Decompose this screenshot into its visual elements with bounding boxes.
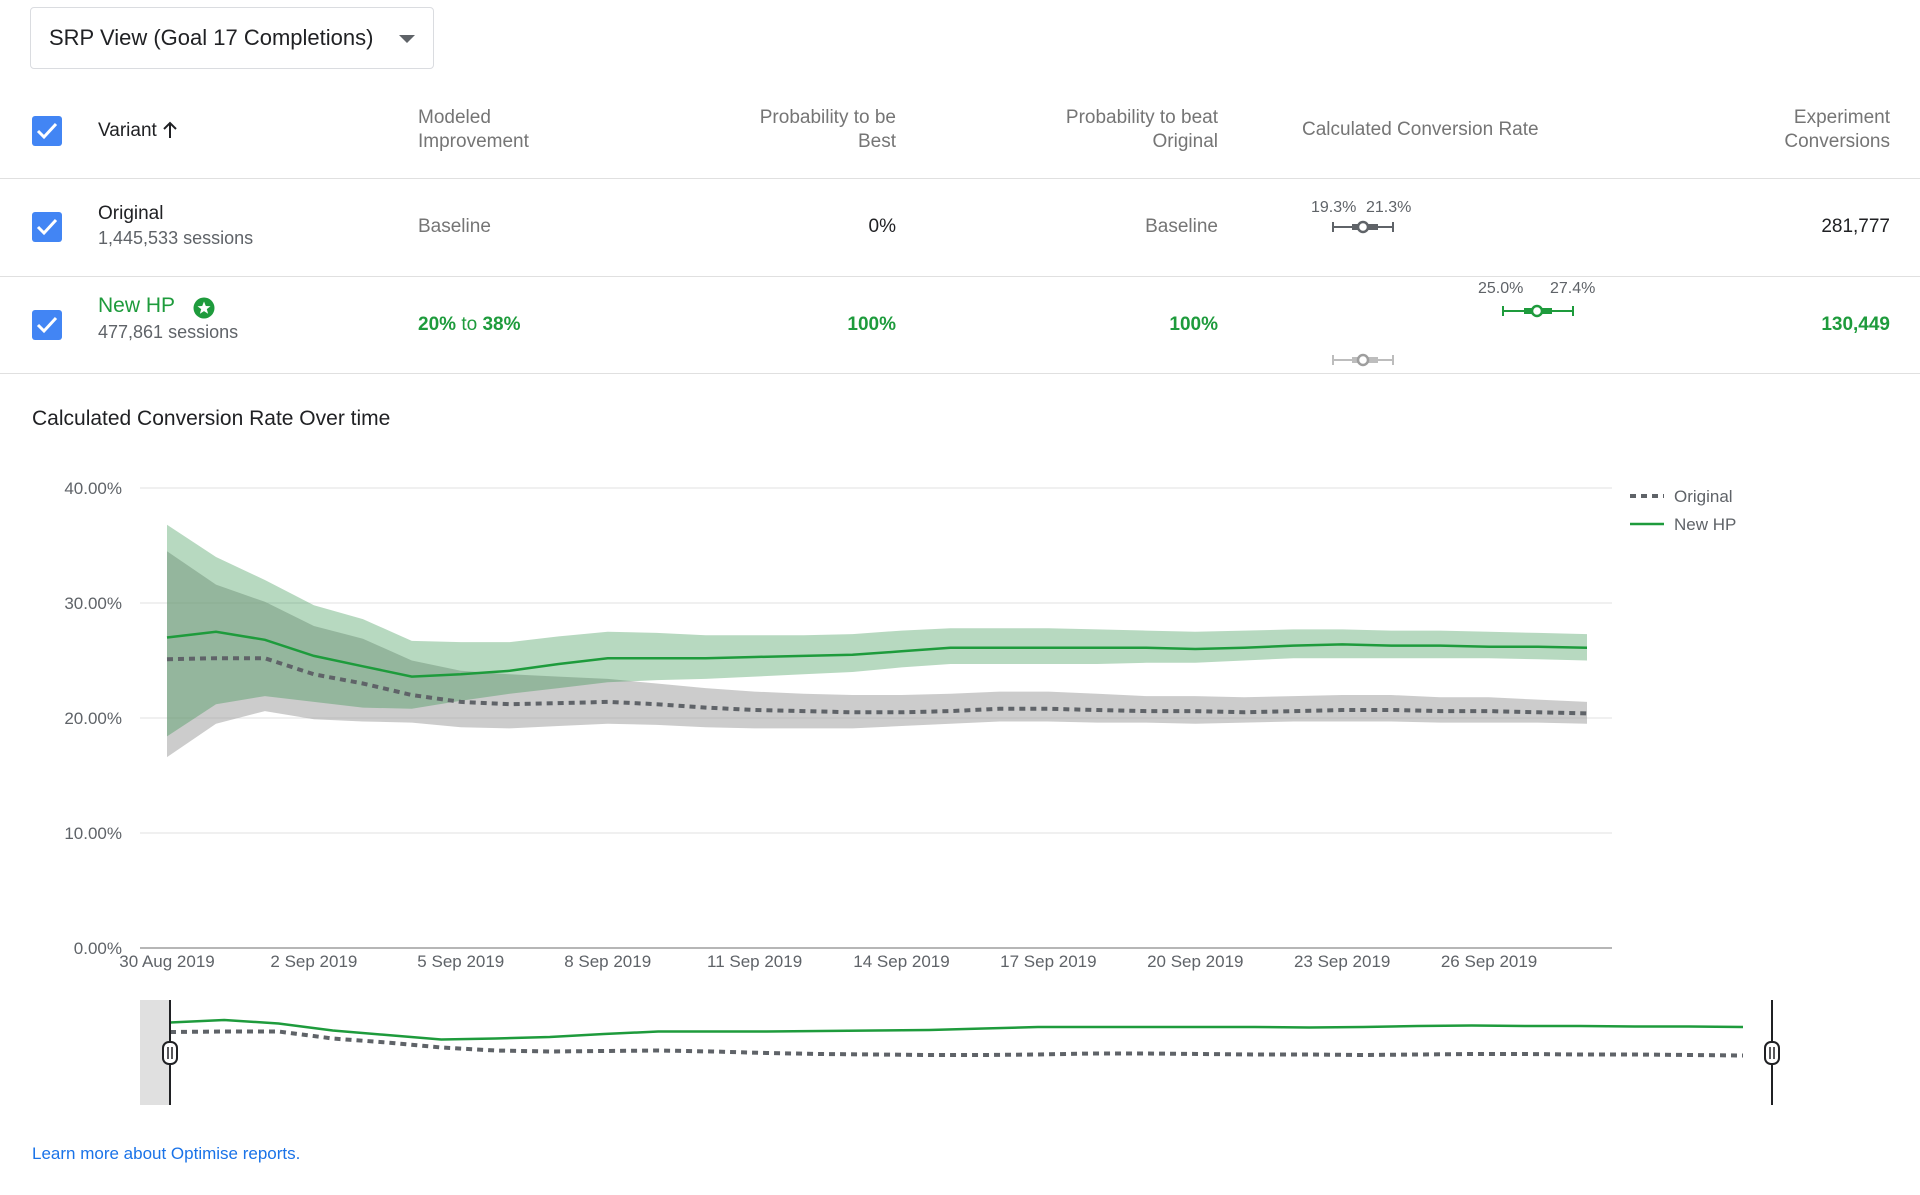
x-tick-label: 17 Sep 2019 (1000, 952, 1096, 971)
probability-best-header-line1: Probability to be (759, 107, 896, 128)
ci-bar-new-hp (1502, 304, 1574, 318)
navigator-line-new-hp (169, 1018, 1744, 1041)
x-tick-label: 14 Sep 2019 (853, 952, 949, 971)
variant-name-new-hp: New HP (98, 294, 176, 317)
prob-best-original: 0% (868, 216, 896, 237)
navigator-right-handle[interactable] (1764, 1041, 1780, 1065)
prob-best-new-hp: 100% (847, 314, 896, 335)
x-tick-label: 2 Sep 2019 (270, 952, 357, 971)
x-tick-label: 8 Sep 2019 (564, 952, 651, 971)
probability-best-header-line2: Best (857, 131, 896, 152)
x-tick-label: 26 Sep 2019 (1441, 952, 1537, 971)
report-view-dropdown-label: SRP View (Goal 17 Completions) (49, 25, 374, 50)
x-tick-label: 20 Sep 2019 (1147, 952, 1243, 971)
ci-low-original: 19.3% (1311, 199, 1357, 216)
prob-beat-original: Baseline (1145, 216, 1218, 237)
table-row-new-hp: New HP 477,861 sessions 20% to 38% 100% … (0, 277, 1920, 374)
modeled-improvement-header: Modeled Improvement (418, 106, 529, 154)
select-all-checkbox[interactable] (32, 116, 62, 146)
legend-label: Original (1674, 487, 1733, 506)
y-tick-label: 20.00% (64, 709, 122, 728)
ci-bar-original-faded (1332, 353, 1394, 367)
sessions-new-hp: 477,861 sessions (98, 322, 239, 342)
variant-header-label: Variant (98, 120, 157, 141)
sessions-original: 1,445,533 sessions (98, 228, 254, 248)
modeled-improvement-header-line2: Improvement (418, 131, 529, 152)
improvement-to-new-hp: to (461, 314, 478, 335)
confidence-band-new-hp (167, 524, 1587, 737)
improvement-original: Baseline (418, 216, 491, 237)
experiment-conversions-header: Experiment Conversions (1680, 106, 1890, 154)
y-tick-label: 10.00% (64, 824, 122, 843)
series-line-new-hp (166, 630, 1588, 678)
modeled-improvement-header-line1: Modeled (418, 107, 491, 128)
table-row-original: Original 1,445,533 sessions Baseline 0% … (0, 179, 1920, 277)
range-navigator[interactable] (0, 995, 1920, 1115)
improvement-high-new-hp: 38% (482, 314, 521, 335)
check-icon (36, 218, 58, 236)
conversion-rate-chart: 0.00% 10.00% 20.00% 30.00% 40.00% 30 Aug 2019… (64, 479, 1736, 971)
ci-low-new-hp: 25.0% (1478, 280, 1524, 297)
navigator-line-original (169, 1029, 1744, 1058)
experiment-conversions-header-line1: Experiment (1793, 107, 1890, 128)
y-tick-label: 40.00% (64, 479, 122, 498)
probability-beat-header: Probability to beat Original (1000, 106, 1218, 154)
prob-beat-new-hp: 100% (1169, 314, 1218, 335)
improvement-low-new-hp: 20% (418, 314, 457, 335)
ci-high-original: 21.3% (1366, 199, 1412, 216)
legend-label: New HP (1674, 515, 1736, 534)
conversions-original: 281,777 (1821, 216, 1890, 237)
dropdown-arrow-icon (399, 35, 415, 43)
x-tick-label: 11 Sep 2019 (707, 952, 802, 971)
x-tick-label: 30 Aug 2019 (119, 952, 214, 971)
probability-best-header: Probability to be Best (700, 106, 896, 154)
navigator-left-handle[interactable] (162, 1041, 178, 1065)
learn-more-link[interactable]: Learn more about Optimise reports. (32, 1144, 301, 1163)
table-header-row: Variant Modeled Improvement Probability … (0, 88, 1920, 179)
y-tick-label: 0.00% (74, 939, 122, 958)
new-hp-checkbox[interactable] (32, 310, 62, 340)
confidence-band-original (167, 551, 1587, 758)
variant-name-original: Original (98, 203, 164, 224)
y-tick-label: 30.00% (64, 594, 122, 613)
probability-beat-header-line1: Probability to beat (1065, 107, 1218, 128)
check-icon (36, 122, 58, 140)
report-view-dropdown[interactable]: SRP View (Goal 17 Completions) (30, 7, 434, 69)
check-icon (36, 316, 58, 334)
sort-ascending-icon (163, 121, 177, 138)
chart-title: Calculated Conversion Rate Over time (32, 407, 391, 430)
winner-star-icon (193, 297, 215, 319)
original-checkbox[interactable] (32, 212, 62, 242)
conversions-new-hp: 130,449 (1821, 314, 1890, 335)
probability-beat-header-line2: Original (1152, 131, 1218, 152)
ci-high-new-hp: 27.4% (1550, 280, 1596, 297)
ci-bar-original (1332, 220, 1394, 234)
experiment-conversions-header-line2: Conversions (1784, 131, 1890, 152)
x-tick-label: 23 Sep 2019 (1294, 952, 1390, 971)
conversion-rate-header: Calculated Conversion Rate (1302, 119, 1539, 140)
improvement-new-hp: 20% to 38% (418, 314, 520, 336)
x-tick-label: 5 Sep 2019 (417, 952, 504, 971)
series-line-original (166, 656, 1588, 716)
variant-column-header[interactable]: Variant (98, 120, 178, 142)
